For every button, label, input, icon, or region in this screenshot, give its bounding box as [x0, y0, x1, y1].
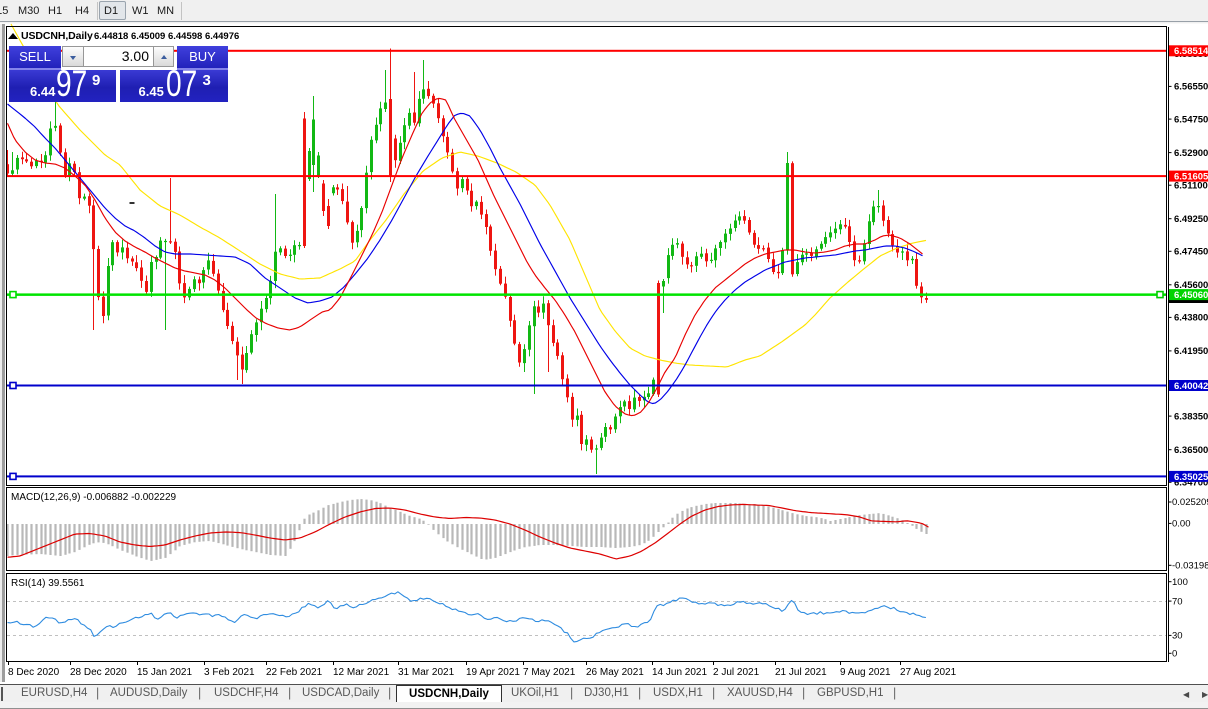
svg-text:6.51605: 6.51605	[1174, 172, 1208, 183]
svg-text:6.58514: 6.58514	[1174, 46, 1208, 57]
svg-text:6.38350: 6.38350	[1174, 411, 1208, 422]
svg-text:MACD(12,26,9) -0.006882 -0.002: MACD(12,26,9) -0.006882 -0.002229	[11, 492, 177, 503]
svg-text:8 Dec 2020: 8 Dec 2020	[8, 667, 60, 678]
svg-text:15 Jan 2021: 15 Jan 2021	[137, 667, 192, 678]
svg-text:6.56550: 6.56550	[1174, 82, 1208, 93]
svg-text:2 Jul 2021: 2 Jul 2021	[713, 667, 760, 678]
svg-text:21 Jul 2021: 21 Jul 2021	[775, 667, 827, 678]
svg-text:6.45060: 6.45060	[1174, 290, 1208, 301]
svg-text:RSI(14) 39.5561: RSI(14) 39.5561	[11, 578, 85, 589]
svg-text:27 Aug 2021: 27 Aug 2021	[900, 667, 957, 678]
svg-text:22 Feb 2021: 22 Feb 2021	[266, 667, 323, 678]
svg-text:6.51100: 6.51100	[1174, 180, 1208, 191]
svg-text:9 Aug 2021: 9 Aug 2021	[840, 667, 891, 678]
svg-text:14 Jun 2021: 14 Jun 2021	[652, 667, 707, 678]
svg-text:0.025209: 0.025209	[1172, 497, 1208, 508]
svg-text:26 May 2021: 26 May 2021	[586, 667, 644, 678]
svg-text:0: 0	[1172, 649, 1177, 660]
svg-text:30: 30	[1172, 631, 1183, 642]
svg-text:3 Feb 2021: 3 Feb 2021	[204, 667, 255, 678]
svg-text:6.54750: 6.54750	[1174, 114, 1208, 125]
svg-text:6.34700: 6.34700	[1174, 478, 1208, 489]
svg-text:6.52900: 6.52900	[1174, 148, 1208, 159]
svg-text:6.41950: 6.41950	[1174, 346, 1208, 357]
svg-text:7 May 2021: 7 May 2021	[523, 667, 576, 678]
svg-text:6.47450: 6.47450	[1174, 247, 1208, 258]
svg-text:12 Mar 2021: 12 Mar 2021	[333, 667, 390, 678]
svg-text:0.00: 0.00	[1172, 519, 1191, 530]
svg-text:31 Mar 2021: 31 Mar 2021	[398, 667, 455, 678]
svg-text:28 Dec 2020: 28 Dec 2020	[70, 667, 127, 678]
svg-text:19 Apr 2021: 19 Apr 2021	[466, 667, 520, 678]
svg-text:100: 100	[1172, 577, 1188, 588]
svg-text:6.45600: 6.45600	[1174, 280, 1208, 291]
svg-text:6.49250: 6.49250	[1174, 214, 1208, 225]
svg-text:70: 70	[1172, 596, 1183, 607]
svg-text:-0.03198: -0.03198	[1172, 561, 1208, 572]
svg-text:6.36500: 6.36500	[1174, 445, 1208, 456]
svg-text:6.35025: 6.35025	[1174, 472, 1208, 483]
svg-text:6.43800: 6.43800	[1174, 313, 1208, 324]
svg-text:6.40042: 6.40042	[1174, 381, 1208, 392]
